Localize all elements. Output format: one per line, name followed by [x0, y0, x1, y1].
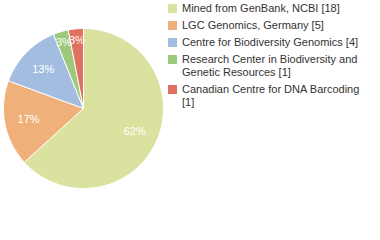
- svg-text:17%: 17%: [18, 113, 40, 125]
- html-text:Mined from GenBank, NCBI [18]: Mined from GenBank, NCBI [18]: [182, 2, 340, 14]
- svg-text:62%: 62%: [124, 125, 146, 137]
- svg-text:3%: 3%: [69, 34, 85, 46]
- svg-text:3%: 3%: [56, 36, 72, 49]
- svg-text:13%: 13%: [32, 63, 54, 75]
- html-text:Canadian Centre for DNA Barcod: Canadian Centre for DNA Barcoding [1]: [182, 83, 360, 108]
- html-text:LGC Genomics, Germany [5]: LGC Genomics, Germany [5]: [182, 19, 324, 31]
- html-text:Research Center in Biodiversit: Research Center in Biodiversity and Gene…: [182, 53, 358, 78]
- html-text:Centre for Biodiversity Genomi: Centre for Biodiversity Genomics [4]: [182, 36, 359, 48]
